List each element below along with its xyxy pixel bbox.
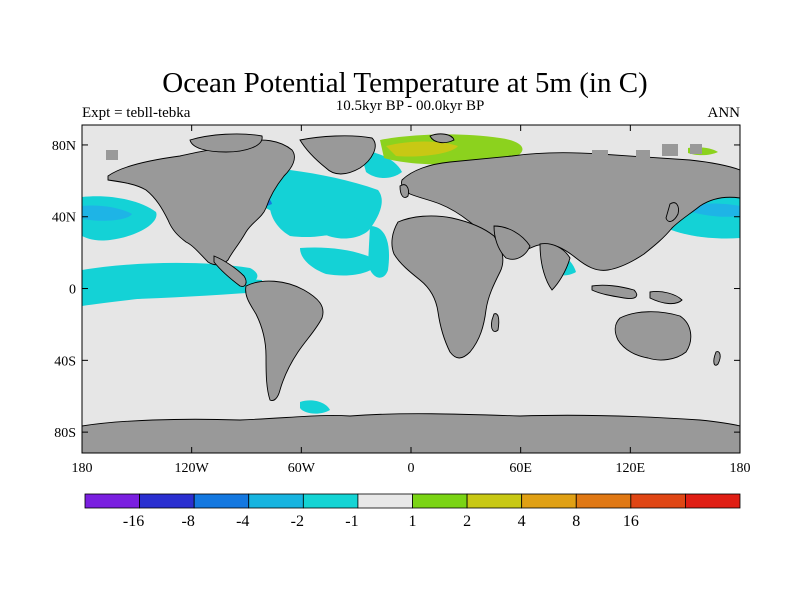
africa-land: [391, 215, 504, 359]
lon-tick-label: 180: [72, 461, 93, 476]
north-pacific-cool-core-east: [690, 203, 740, 217]
colorbar-swatch: [84, 493, 140, 509]
uk-land: [399, 184, 409, 198]
eurasia-land: [401, 152, 740, 271]
lat-tick-label: 80N: [52, 139, 76, 154]
colorbar-swatch: [357, 493, 413, 509]
colorbar-label: 4: [518, 513, 526, 530]
lat-tick-label: 0: [69, 283, 76, 298]
colorbar-label: 2: [463, 513, 471, 530]
colorbar-swatch: [630, 493, 686, 509]
southwest-atlantic-patch: [300, 400, 330, 414]
east-equatorial-pacific-band: [82, 277, 262, 300]
lon-tick-label: 120W: [175, 461, 210, 476]
colorbar-swatch: [302, 493, 359, 509]
antarctica-land: [82, 413, 740, 453]
colorbar-label: -2: [291, 513, 304, 530]
season-label: ANN: [708, 105, 741, 121]
gulf-stream-patch: [269, 199, 360, 238]
colorbar: -16 -8 -4 -2 -1 1 2 4 8 16: [84, 493, 741, 530]
colorbar-swatch: [685, 493, 741, 509]
colorbar-swatch: [575, 493, 632, 509]
japan-land: [665, 202, 679, 222]
arctic-islands-land: [189, 133, 263, 153]
map-area: [82, 125, 740, 453]
tropical-atlantic-patch: [300, 247, 380, 276]
lon-tick-label: 120E: [616, 461, 646, 476]
experiment-label: Expt = tebll-tebka: [82, 105, 191, 121]
arabia-land: [493, 225, 531, 260]
colorbar-swatch: [412, 493, 468, 509]
west-africa-coastal-patch: [368, 226, 390, 278]
lat-tick-label: 40N: [52, 211, 76, 226]
madagascar-land: [491, 313, 500, 332]
new-zealand-land: [713, 351, 721, 366]
lon-tick-label: 0: [408, 461, 415, 476]
period-label: 10.5kyr BP - 00.0kyr BP: [336, 98, 485, 114]
north-pacific-cool-core: [82, 205, 132, 221]
colorbar-label: 16: [623, 513, 639, 530]
colorbar-label: 1: [409, 513, 417, 530]
svalbard-land: [429, 133, 455, 144]
plot-title: Ocean Potential Temperature at 5m (in C): [162, 67, 647, 99]
lat-tick-label: 80S: [54, 426, 76, 441]
colorbar-swatch: [248, 493, 304, 509]
south-america-land: [245, 280, 324, 401]
colorbar-label: -16: [123, 513, 144, 530]
australia-land: [614, 311, 692, 361]
lat-tick-label: 40S: [54, 354, 76, 369]
indonesia-land: [591, 284, 638, 299]
colorbar-swatch: [193, 493, 250, 509]
anomaly-patches: [82, 134, 740, 414]
longitude-axis: 180 120W 60W 0 60E 120E 180: [72, 125, 751, 476]
colorbar-label: -1: [345, 513, 358, 530]
lon-tick-label: 180: [730, 461, 751, 476]
colorbar-swatch: [521, 493, 577, 509]
colorbar-swatch: [466, 493, 523, 509]
colorbar-label: 8: [572, 513, 580, 530]
greenland-land: [299, 135, 376, 175]
new-guinea-land: [649, 291, 683, 305]
colorbar-swatch: [139, 493, 195, 509]
land-masses: [82, 133, 740, 453]
arctic-masked-cells: [106, 144, 702, 160]
latitude-axis: 80N 40N 0 40S 80S: [52, 139, 740, 441]
colorbar-label: -8: [182, 513, 195, 530]
india-land: [539, 243, 571, 291]
colorbar-label: -4: [236, 513, 249, 530]
barents-yellow-core: [386, 141, 458, 157]
lon-tick-label: 60E: [509, 461, 532, 476]
central-america-land: [213, 255, 247, 287]
lon-tick-label: 60W: [288, 461, 316, 476]
